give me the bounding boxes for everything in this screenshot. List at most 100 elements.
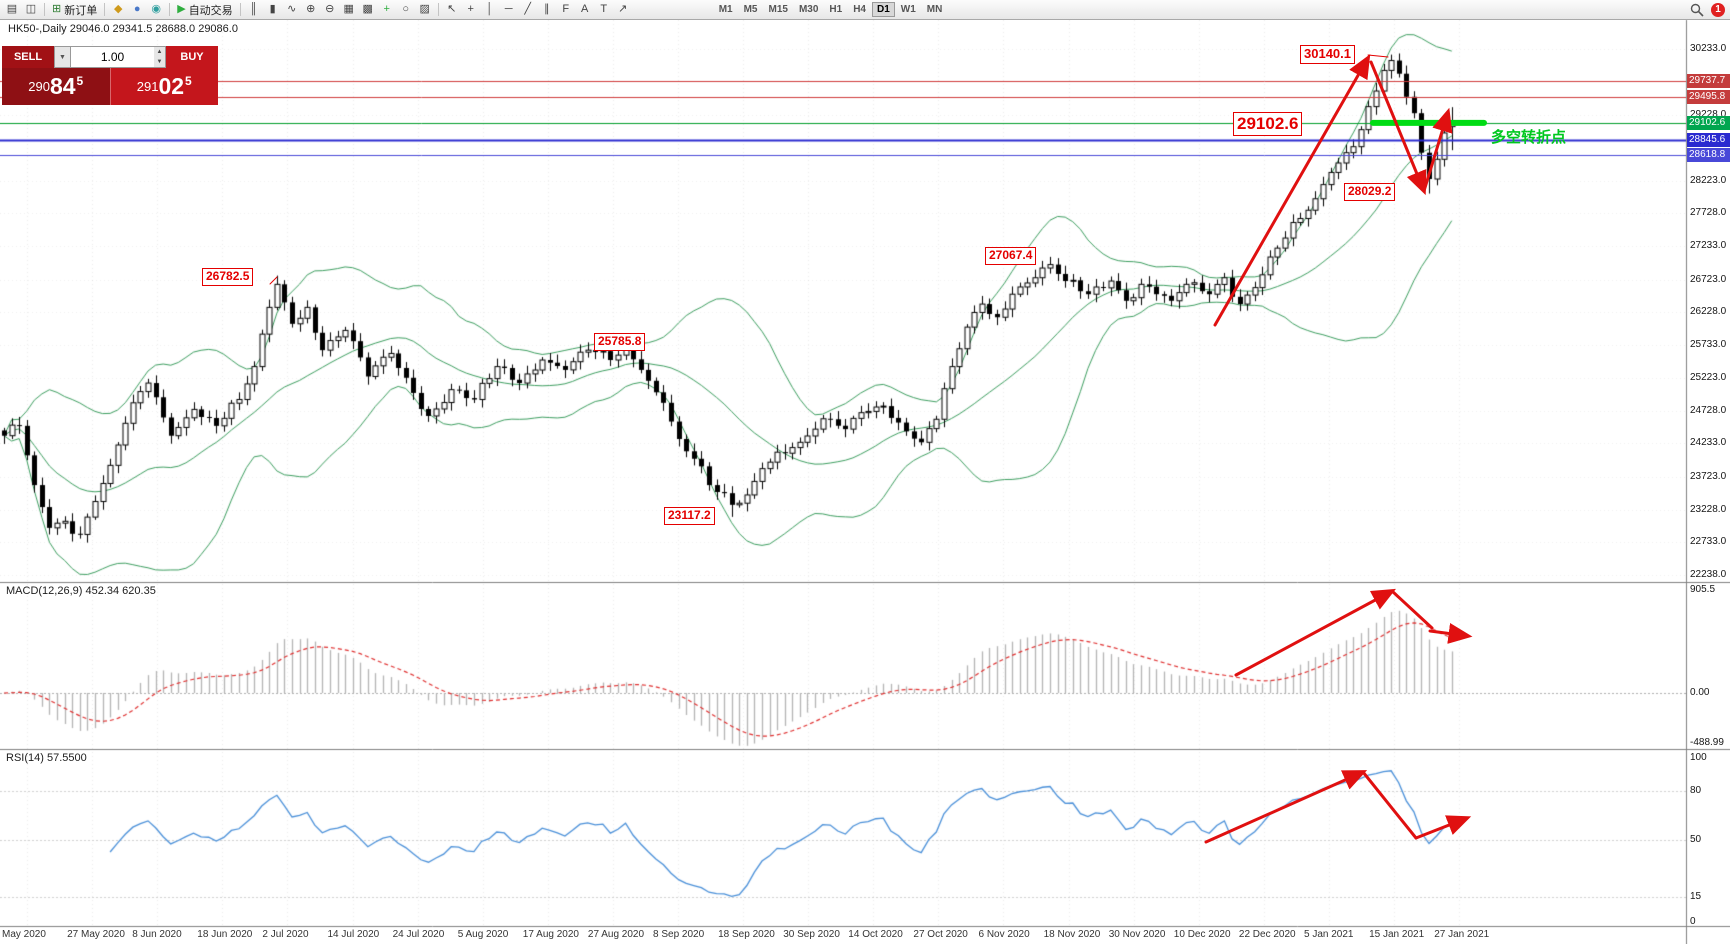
- vertical-line-icon[interactable]: │: [481, 1, 499, 18]
- timeframe-button-m15[interactable]: M15: [764, 2, 793, 17]
- search-button[interactable]: [1687, 1, 1707, 18]
- tile-windows-icon[interactable]: ▦: [340, 1, 358, 18]
- channel-icon[interactable]: ∥: [538, 1, 556, 18]
- date-axis-label: 27 Jan 2021: [1434, 929, 1490, 940]
- crosshair-icon: +: [467, 3, 474, 15]
- buy-button[interactable]: BUY: [166, 46, 218, 68]
- bar-chart-icon[interactable]: ║: [245, 1, 263, 18]
- crosshair-icon[interactable]: +: [462, 1, 480, 18]
- price-line-tag[interactable]: 29495.8: [1687, 90, 1730, 105]
- rsi-axis-tick: 0: [1690, 916, 1696, 927]
- date-axis-label: 8 Sep 2020: [653, 929, 705, 940]
- zoom-out-icon[interactable]: ⊖: [321, 1, 339, 18]
- price-annotation[interactable]: 27067.4: [985, 247, 1037, 265]
- text-icon[interactable]: A: [576, 1, 594, 18]
- price-axis-tick: 24728.0: [1690, 404, 1727, 416]
- periods-icon[interactable]: ○: [397, 1, 415, 18]
- autotrading-icon: ▶: [177, 3, 186, 15]
- volume-preset-dropdown[interactable]: ▼: [54, 46, 70, 68]
- label-icon[interactable]: T: [595, 1, 613, 18]
- timeframe-button-m1[interactable]: M1: [714, 2, 738, 17]
- cursor-icon[interactable]: ↖: [443, 1, 461, 18]
- fibonacci-icon: F: [562, 3, 570, 15]
- horizontal-line-icon: ─: [504, 3, 513, 15]
- sell-button[interactable]: SELL: [2, 46, 54, 68]
- autotrading-button[interactable]: ▶ 自动交易: [174, 1, 235, 18]
- templates-icon[interactable]: ▨: [416, 1, 434, 18]
- chart-profiles-icon[interactable]: ◫: [22, 1, 40, 18]
- deposit-icon[interactable]: ◆: [109, 1, 127, 18]
- date-axis-label: 17 Aug 2020: [522, 929, 579, 940]
- price-annotation[interactable]: 25785.8: [594, 333, 646, 351]
- volume-decrease-button[interactable]: ▼: [154, 57, 165, 67]
- horizontal-line-icon[interactable]: ─: [500, 1, 518, 18]
- sell-price-pip: 5: [76, 73, 84, 88]
- price-annotation[interactable]: 30140.1: [1300, 45, 1355, 64]
- timeframe-button-h4[interactable]: H4: [848, 2, 871, 17]
- price-line-tag[interactable]: 28618.8: [1687, 147, 1730, 162]
- zoom-out-icon: ⊖: [325, 3, 335, 15]
- cascade-windows-icon[interactable]: ▩: [359, 1, 377, 18]
- cursor-icon: ↖: [447, 3, 457, 15]
- price-annotation[interactable]: 29102.6: [1233, 112, 1303, 137]
- notification-badge[interactable]: 1: [1711, 2, 1725, 17]
- buy-price-pip: 5: [185, 73, 192, 88]
- volume-increase-button[interactable]: ▲: [154, 47, 165, 57]
- notifications-icon: ◉: [151, 3, 162, 15]
- date-axis-label: 18 Jun 2020: [197, 929, 253, 940]
- indicators-icon[interactable]: +: [378, 1, 396, 18]
- candlestick-chart-icon: ▮: [269, 3, 276, 15]
- date-axis-label: 10 Dec 2020: [1173, 929, 1231, 940]
- line-chart-icon[interactable]: ∿: [283, 1, 301, 18]
- timeframe-button-mn[interactable]: MN: [922, 2, 948, 17]
- notifications-icon[interactable]: ◉: [147, 1, 165, 18]
- price-line-tag[interactable]: 29102.6: [1687, 115, 1730, 130]
- rsi-axis-tick: 50: [1690, 834, 1702, 845]
- timeframe-button-m30[interactable]: M30: [794, 2, 823, 17]
- timeframe-button-h1[interactable]: H1: [824, 2, 847, 17]
- tile-windows-icon: ▦: [343, 3, 354, 15]
- date-axis-label: 27 Oct 2020: [913, 929, 968, 940]
- channel-icon: ∥: [543, 3, 550, 15]
- zoom-in-icon[interactable]: ⊕: [302, 1, 320, 18]
- date-axis-label: 14 Oct 2020: [848, 929, 903, 940]
- arrows-icon[interactable]: ↗: [614, 1, 632, 18]
- volume-stepper: ▲ ▼: [154, 47, 165, 67]
- toolbar-separator: [239, 3, 241, 16]
- vertical-line-icon: │: [486, 3, 494, 15]
- price-annotation[interactable]: 23117.2: [664, 507, 715, 525]
- account-icon[interactable]: ●: [128, 1, 146, 18]
- timeframe-button-d1[interactable]: D1: [872, 2, 895, 17]
- trendline-icon[interactable]: ╱: [519, 1, 537, 18]
- sell-price-display[interactable]: 290 84 5: [2, 68, 110, 105]
- date-axis-label: 27 May 2020: [67, 929, 125, 940]
- templates-icon: ▨: [419, 3, 430, 15]
- price-axis-tick: 23228.0: [1690, 503, 1727, 515]
- volume-input[interactable]: [71, 47, 155, 67]
- new-chart-icon: ▤: [6, 3, 18, 15]
- toolbar-separator: [104, 3, 106, 16]
- search-icon: [1690, 3, 1704, 17]
- price-line-tag[interactable]: 29737.7: [1687, 74, 1730, 89]
- buy-price-big: 02: [158, 73, 185, 99]
- buy-price-display[interactable]: 291 02 5: [109, 68, 218, 105]
- date-axis-label: 30 Nov 2020: [1108, 929, 1166, 940]
- timeframe-button-m5[interactable]: M5: [739, 2, 763, 17]
- line-chart-icon: ∿: [287, 3, 297, 15]
- trade-panel-controls: SELL ▼ ▲ ▼ BUY: [2, 46, 218, 68]
- volume-box: ▲ ▼: [70, 46, 166, 68]
- price-axis-tick: 24233.0: [1690, 437, 1727, 449]
- price-line-tag[interactable]: 28845.6: [1687, 132, 1730, 147]
- price-annotation[interactable]: 26782.5: [202, 268, 254, 286]
- candlestick-chart-icon[interactable]: ▮: [264, 1, 282, 18]
- rsi-axis-tick: 100: [1690, 752, 1707, 763]
- price-annotation[interactable]: 28029.2: [1344, 183, 1396, 201]
- trade-panel-prices: 290 84 5 291 02 5: [2, 68, 218, 105]
- chart-ohlc-header: HK50-,Daily 29046.0 29341.5 28688.0 2908…: [8, 23, 238, 35]
- timeframe-button-w1[interactable]: W1: [896, 2, 921, 17]
- new-chart-icon[interactable]: ▤: [3, 1, 21, 18]
- macd-axis-tick: -488.99: [1690, 737, 1724, 748]
- new-order-button[interactable]: ⊞ 新订单: [49, 1, 100, 18]
- fibonacci-icon[interactable]: F: [557, 1, 575, 18]
